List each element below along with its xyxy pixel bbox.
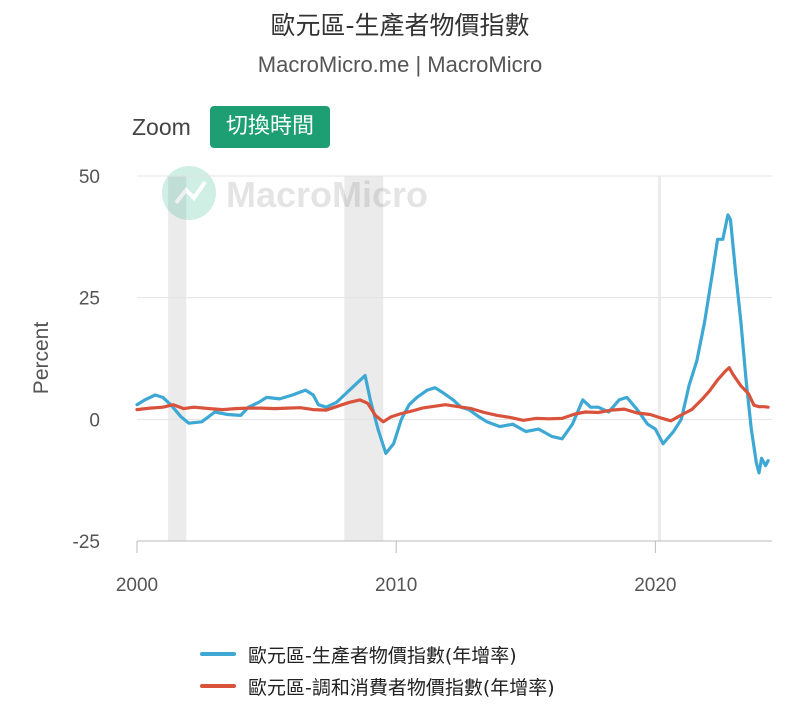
x-tick-label: 2000 [116, 575, 158, 596]
y-axis-ticks: -25 0 25 50 [73, 167, 100, 553]
y-tick-label: 25 [79, 289, 100, 310]
switch-time-button[interactable]: 切換時間 [210, 106, 330, 148]
recession-band [168, 176, 187, 541]
watermark: MacroMicro [162, 166, 428, 220]
recession-band [344, 176, 384, 541]
x-tick-label: 2010 [375, 575, 417, 596]
legend-swatch-hicp [200, 684, 236, 688]
legend-swatch-ppi [200, 652, 236, 656]
zoom-label: Zoom [132, 114, 191, 140]
legend-label-ppi: 歐元區-生產者物價指數(年增率) [248, 644, 517, 667]
watermark-logo-icon [162, 166, 216, 220]
watermark-logo-chart-icon [174, 180, 207, 205]
series-lines [135, 213, 770, 475]
chart-subtitle: MacroMicro.me | MacroMicro [257, 52, 543, 77]
watermark-text: MacroMicro [226, 174, 428, 215]
grid [137, 175, 772, 542]
y-tick-label: 0 [89, 410, 100, 431]
series-line-hicp [135, 366, 770, 424]
x-tick-label: 2020 [634, 575, 676, 596]
y-tick-label: -25 [73, 532, 100, 553]
x-axis: 2000 2010 2020 [116, 540, 772, 596]
series-line-ppi [135, 213, 770, 475]
legend-label-hicp: 歐元區-調和消費者物價指數(年增率) [248, 676, 555, 699]
legend-item-hicp[interactable]: 歐元區-調和消費者物價指數(年增率) [200, 670, 555, 702]
recession-band [657, 176, 661, 541]
legend-item-ppi[interactable]: 歐元區-生產者物價指數(年增率) [200, 638, 555, 670]
legend: 歐元區-生產者物價指數(年增率) 歐元區-調和消費者物價指數(年增率) [200, 638, 555, 702]
chart-title: 歐元區-生產者物價指數 [270, 11, 530, 40]
y-axis-label: Percent [30, 322, 53, 395]
recession-bands [168, 176, 661, 541]
y-tick-label: 50 [79, 167, 100, 188]
